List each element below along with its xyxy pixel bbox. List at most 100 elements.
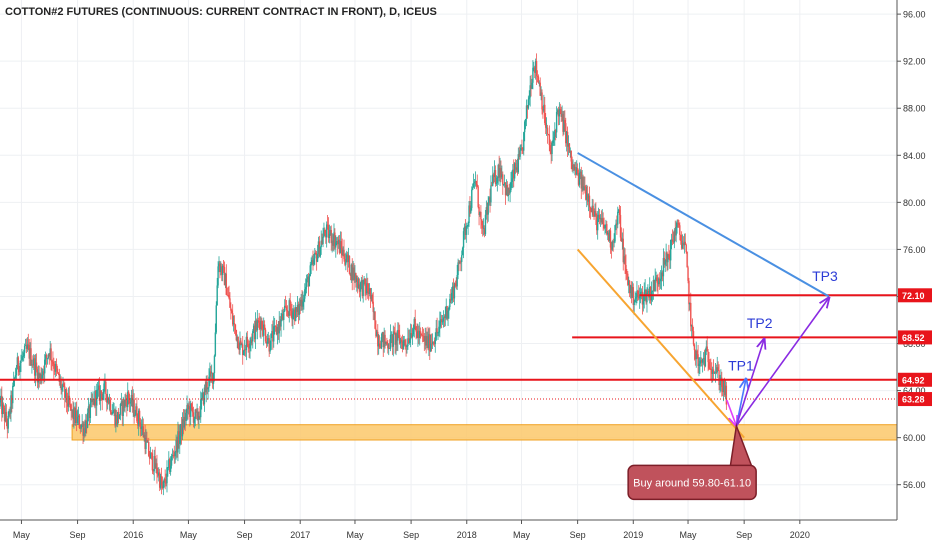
candle-body [284,305,286,312]
candle-body [14,375,17,378]
candle-body [500,168,502,178]
candle-body [145,437,147,449]
candle [701,358,704,373]
candle [513,162,516,182]
candle-body [301,299,303,307]
candle [44,354,46,383]
candle [47,353,50,360]
candle-body [594,211,596,216]
candle-body [186,405,188,413]
candle-body [436,328,438,333]
candle-body [336,241,339,245]
candle [362,279,364,303]
candle-body [332,240,334,246]
candle [716,356,718,378]
candle-body [45,354,48,359]
candle [649,277,651,304]
candle [117,411,119,428]
candle-body [433,342,436,345]
candle [544,113,547,135]
candle-body [248,347,250,349]
candle [346,251,349,273]
candle-body [655,277,657,279]
candle-body [235,329,238,341]
candle [300,293,302,312]
candle [670,233,673,250]
candle [24,338,27,347]
candle-body [582,176,584,191]
candle [259,316,261,338]
candle [398,322,400,339]
candle [708,351,710,371]
candle [359,281,362,302]
candle-body [369,288,372,299]
candle-body [218,263,220,267]
candle-body [125,399,127,401]
candle [707,348,709,372]
candle [193,416,196,429]
candle [168,451,170,471]
candle [712,359,715,381]
candle-body [341,248,343,256]
candle [557,106,560,126]
candle [7,411,9,434]
candle [472,173,475,188]
candle-body [519,150,521,157]
candle [668,244,670,260]
candle [63,380,65,387]
candle-body [493,170,496,178]
candle [318,235,321,258]
candle [372,292,374,321]
candle [14,367,17,381]
candle-body [447,310,449,319]
candle [50,343,52,371]
candle [576,160,578,176]
candle [586,184,588,208]
candle [169,456,172,476]
candle-body [162,481,165,489]
candle [526,104,529,119]
candle [313,254,315,267]
candle [696,349,698,359]
candle-body [346,254,348,263]
candle-body [307,276,310,287]
candle-body [374,311,376,329]
candle-body [181,419,184,437]
candle [290,301,292,318]
candle-body [647,290,649,293]
candle [142,418,144,438]
candle-body [138,410,140,426]
candle-body [501,174,503,178]
candle-body [654,278,656,292]
candle-body [440,319,442,322]
candle-body [155,463,157,469]
candle-body [226,294,228,296]
candle [327,217,330,243]
candle-body [294,309,296,322]
candle [139,418,142,437]
candle [487,196,489,222]
candle-body [602,218,604,225]
candle [426,331,428,349]
candle-body [319,247,321,257]
candle [719,374,721,394]
candle-body [165,482,167,484]
candle-body [2,404,4,415]
candle-body [472,183,475,188]
candle-body [362,279,364,296]
candle-body [88,406,91,418]
candle-body [158,472,161,488]
candle [235,329,238,342]
candle-body [610,247,613,250]
candle [21,349,23,361]
candle [350,263,353,283]
candle-body [131,394,134,407]
candle-body [179,435,181,444]
candle-body [388,348,390,349]
level-badge: 68.52 [898,330,932,345]
candle-body [573,164,575,170]
candle-body [120,401,123,405]
candle [68,386,71,408]
candle [477,185,479,209]
candle [221,263,223,282]
